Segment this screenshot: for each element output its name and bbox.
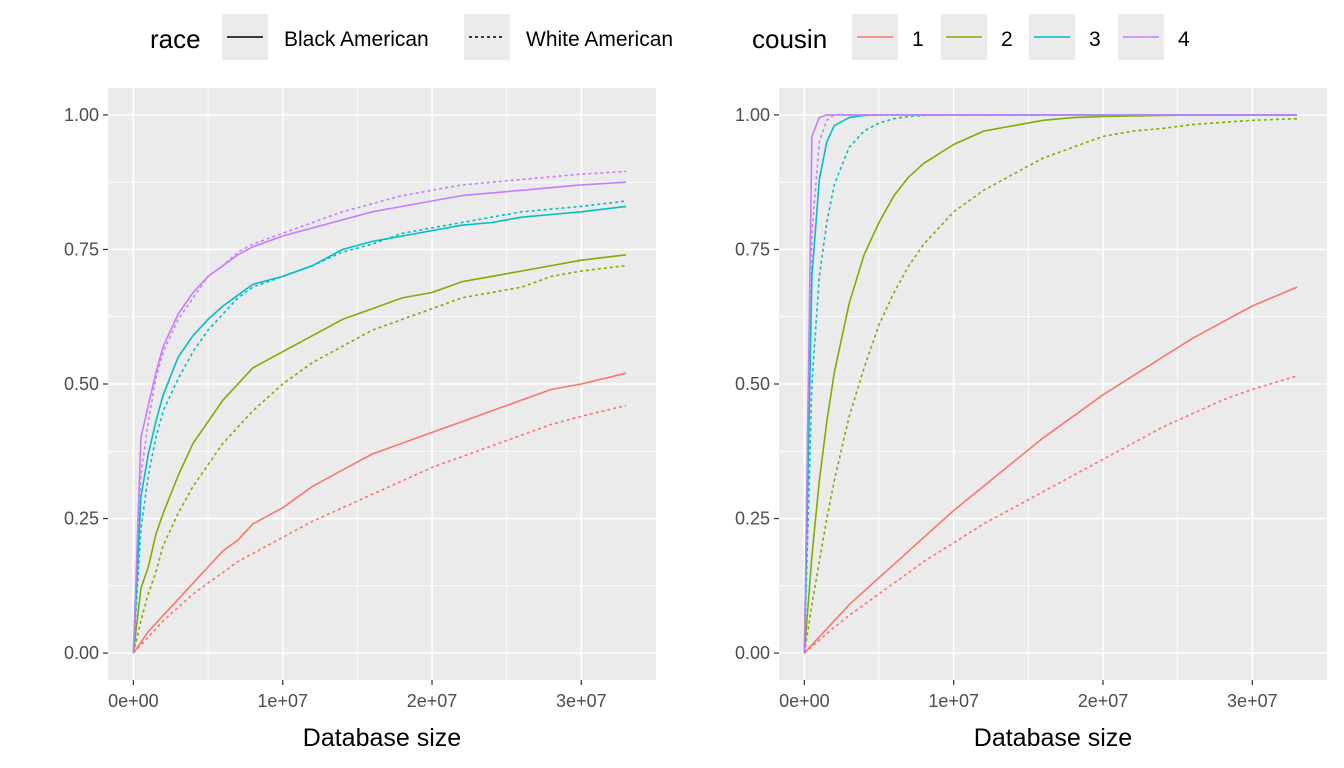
- series-line-cousin-4-black: [803, 114, 1298, 654]
- x-tick-label: 1e+07: [257, 691, 308, 711]
- race-legend-item-white: White American: [464, 14, 673, 60]
- y-tick-label: 0.75: [735, 239, 770, 259]
- x-axis-title: Database size: [974, 724, 1132, 752]
- series-line-cousin-3-white: [132, 200, 627, 654]
- series-line-cousin-2-black: [132, 254, 627, 654]
- y-tick-label: 1.00: [735, 105, 770, 125]
- race-legend-title: race: [150, 24, 201, 54]
- y-tick-label: 0.75: [64, 239, 99, 259]
- right-panel: 0.00 0.25 0.50 0.75 1.00 0e+00 1e+07 2e+07 3e+07…: [735, 88, 1327, 752]
- series-line-cousin-1-white: [803, 375, 1298, 654]
- series-line-cousin-1-black: [803, 286, 1298, 654]
- cousin-legend-item-3: 3: [1029, 14, 1101, 60]
- cousin-legend-item-2: 2: [941, 14, 1013, 60]
- cousin-legend-label-1: 1: [912, 28, 924, 51]
- cousin-legend-label-3: 3: [1089, 28, 1101, 51]
- series-line-cousin-2-white: [132, 264, 627, 654]
- cousin-legend-item-1: 1: [852, 14, 924, 60]
- x-tick-label: 2e+07: [407, 691, 458, 711]
- y-tick-label: 0.00: [735, 643, 770, 663]
- cousin-legend-item-4: 4: [1118, 14, 1190, 60]
- series-line-cousin-2-white: [803, 117, 1298, 654]
- race-legend-label-white: White American: [526, 28, 673, 51]
- series-line-cousin-4-black: [132, 181, 627, 654]
- cousin-legend-label-4: 4: [1178, 28, 1190, 51]
- cousin-legend-label-2: 2: [1001, 28, 1013, 51]
- y-tick-label: 0.25: [735, 509, 770, 529]
- cousin-legend-title: cousin: [752, 24, 827, 54]
- race-legend: race Black American White American: [150, 14, 673, 60]
- left-panel: 0.00 0.25 0.50 0.75 1.00 0e+00 1e+07 2e+07 3e+07…: [64, 88, 656, 752]
- x-axis-title: Database size: [303, 724, 461, 752]
- y-tick-label: 0.25: [64, 509, 99, 529]
- y-tick-label: 0.00: [64, 643, 99, 663]
- race-legend-item-black: Black American: [222, 14, 429, 60]
- series-line-cousin-4-white: [132, 170, 627, 654]
- y-tick-label: 0.50: [735, 374, 770, 394]
- x-tick-label: 3e+07: [1227, 691, 1278, 711]
- x-tick-label: 0e+00: [779, 691, 830, 711]
- series-line-cousin-1-black: [132, 372, 627, 654]
- y-tick-label: 0.50: [64, 374, 99, 394]
- cousin-legend: cousin 1 2 3 4: [752, 14, 1190, 60]
- series-line-cousin-3-black: [132, 205, 627, 654]
- x-tick-label: 1e+07: [928, 691, 979, 711]
- x-tick-label: 3e+07: [556, 691, 607, 711]
- race-legend-label-black: Black American: [284, 28, 429, 51]
- x-tick-label: 2e+07: [1078, 691, 1129, 711]
- y-tick-label: 1.00: [64, 105, 99, 125]
- x-tick-label: 0e+00: [108, 691, 159, 711]
